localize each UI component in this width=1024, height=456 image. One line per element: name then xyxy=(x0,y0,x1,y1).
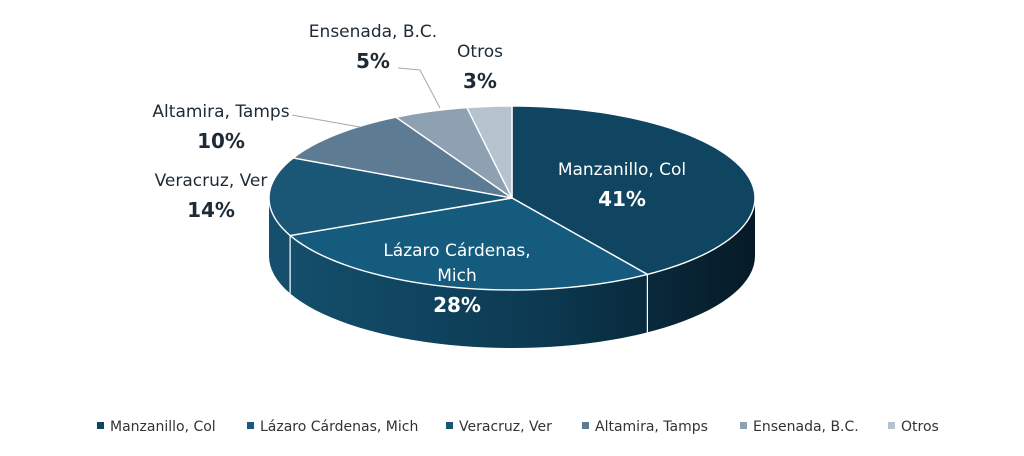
legend-item-lazaro-cardenas-mich: Lázaro Cárdenas, Mich xyxy=(247,419,418,435)
data-label-value: 41% xyxy=(598,187,646,211)
legend-swatch xyxy=(97,422,104,429)
pie-slice-otros xyxy=(466,105,513,199)
legend-label: Manzanillo, Col xyxy=(110,419,216,435)
legend-label: Otros xyxy=(901,419,939,435)
legend-item-veracruz-ver: Veracruz, Ver xyxy=(446,419,552,435)
data-label-veracruz-ver: Veracruz, Ver 14% xyxy=(155,171,268,222)
legend-label: Altamira, Tamps xyxy=(595,419,708,435)
legend-swatch xyxy=(582,422,589,429)
data-label-name: Mich xyxy=(437,266,477,286)
data-label-name: Veracruz, Ver xyxy=(155,171,268,191)
data-label-altamira-tamps: Altamira, Tamps 10% xyxy=(152,102,289,153)
data-label-ensenada-b-c: Ensenada, B.C. 5% xyxy=(309,22,437,73)
pie-slice-manzanillo-col xyxy=(511,105,756,276)
legend-swatch xyxy=(888,422,895,429)
legend-item-altamira-tamps: Altamira, Tamps xyxy=(582,419,708,435)
legend-swatch xyxy=(740,422,747,429)
leader-line-altamira-tamps xyxy=(291,114,361,128)
data-label-value: 3% xyxy=(463,69,497,93)
data-label-value: 28% xyxy=(433,293,481,317)
pie-slice-ensenada-b-c xyxy=(395,106,513,199)
legend-label: Veracruz, Ver xyxy=(459,419,552,435)
data-label-lazaro-cardenas-mich: Lázaro Cárdenas, Mich 28% xyxy=(383,241,530,317)
data-label-name: Lázaro Cárdenas, xyxy=(383,241,530,261)
legend-label: Ensenada, B.C. xyxy=(753,419,859,435)
data-label-name: Altamira, Tamps xyxy=(152,102,289,122)
legend: Manzanillo, Col Lázaro Cárdenas, Mich Vera… xyxy=(97,419,939,435)
data-label-value: 14% xyxy=(187,198,235,222)
data-label-otros: Otros 3% xyxy=(457,42,503,93)
legend-item-manzanillo-col: Manzanillo, Col xyxy=(97,419,216,435)
leader-line-ensenada-b-c xyxy=(397,67,441,109)
pie-side-face xyxy=(269,198,755,348)
legend-swatch xyxy=(247,422,254,429)
data-label-name: Ensenada, B.C. xyxy=(309,22,437,42)
data-label-value: 5% xyxy=(356,49,390,73)
data-label-name: Manzanillo, Col xyxy=(558,160,686,180)
pie-top xyxy=(268,105,756,291)
legend-item-otros: Otros xyxy=(888,419,939,435)
legend-swatch xyxy=(446,422,453,429)
data-label-manzanillo-col: Manzanillo, Col 41% xyxy=(558,160,686,211)
data-label-value: 10% xyxy=(197,129,245,153)
pie-slice-altamira-tamps xyxy=(292,116,513,199)
legend-label: Lázaro Cárdenas, Mich xyxy=(260,419,418,435)
data-label-name: Otros xyxy=(457,42,503,62)
leader-lines xyxy=(291,67,441,128)
pie-slice-veracruz-ver xyxy=(268,157,513,237)
pie-side xyxy=(269,198,755,348)
legend-item-ensenada-b-c: Ensenada, B.C. xyxy=(740,419,859,435)
data-labels: Manzanillo, Col 41% Lázaro Cárdenas, Mich 28… xyxy=(152,22,686,317)
